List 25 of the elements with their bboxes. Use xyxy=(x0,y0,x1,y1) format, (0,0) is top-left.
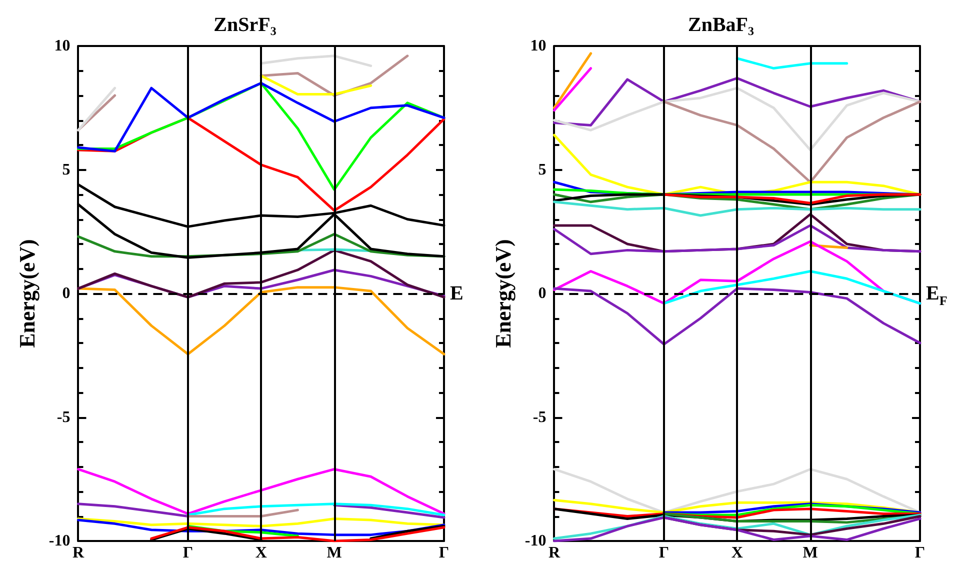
y-tick-label: 10 xyxy=(54,38,70,54)
x-tick-label: Γ xyxy=(182,544,194,562)
x-tick-label: M xyxy=(326,544,342,562)
y-tick-label: 5 xyxy=(538,161,546,178)
chart-title: ZnBaF₃ xyxy=(688,14,754,36)
y-tick-label: 10 xyxy=(530,38,546,54)
y-tick-label: 0 xyxy=(62,285,70,302)
y-axis-title: Energy(eV) xyxy=(14,239,40,348)
x-tick-label: Γ xyxy=(658,544,670,562)
x-tick-label: R xyxy=(72,544,84,562)
y-tick-label: -10 xyxy=(48,532,70,550)
y-axis-title: Energy(eV) xyxy=(490,239,516,348)
x-tick-label: M xyxy=(802,544,818,562)
y-tick-label: 0 xyxy=(538,285,546,302)
y-tick-label: -10 xyxy=(524,532,546,550)
x-tick-label: X xyxy=(731,544,744,562)
x-tick-label: Γ xyxy=(438,544,450,562)
y-tick-label: -5 xyxy=(532,408,546,426)
ref-line-label: E xyxy=(450,282,464,304)
x-tick-label: X xyxy=(255,544,268,562)
y-tick-label: -5 xyxy=(56,408,70,426)
chart-title: ZnSrF₃ xyxy=(214,14,276,36)
y-tick-label: 5 xyxy=(62,161,70,178)
x-tick-label: Γ xyxy=(914,544,926,562)
x-tick-label: R xyxy=(548,544,560,562)
